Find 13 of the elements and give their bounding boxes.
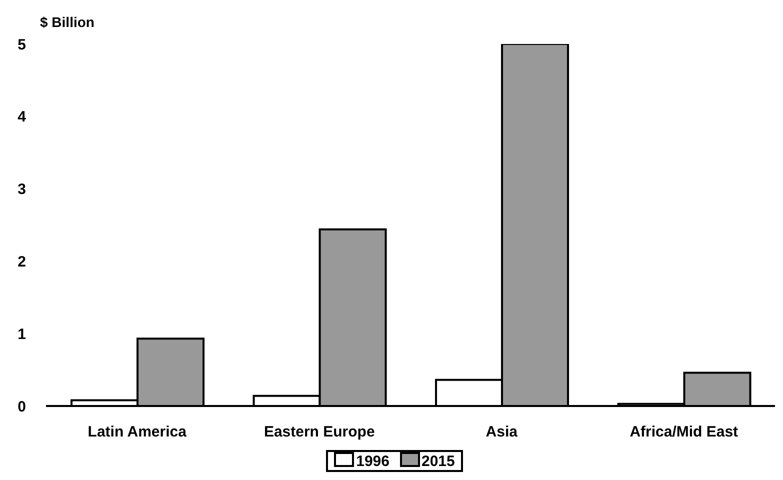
x-tick-label: Eastern Europe [264, 424, 375, 441]
y-tick-label: 5 [18, 36, 26, 54]
y-tick-label: 2 [18, 254, 26, 271]
y-tick-label: 0 [18, 398, 26, 416]
y-tick-label: 4 [18, 108, 27, 126]
x-tick-label: Africa/Mid East [630, 424, 738, 441]
x-tick-label: Latin America [88, 424, 188, 441]
legend-label: 2015 [422, 453, 455, 470]
y-tick-label: 3 [18, 181, 26, 198]
y-tick-label: 1 [18, 326, 26, 343]
legend-label: 1996 [356, 453, 390, 470]
y-axis-title: $ Billion [40, 14, 94, 30]
x-tick-label: Asia [486, 424, 518, 441]
